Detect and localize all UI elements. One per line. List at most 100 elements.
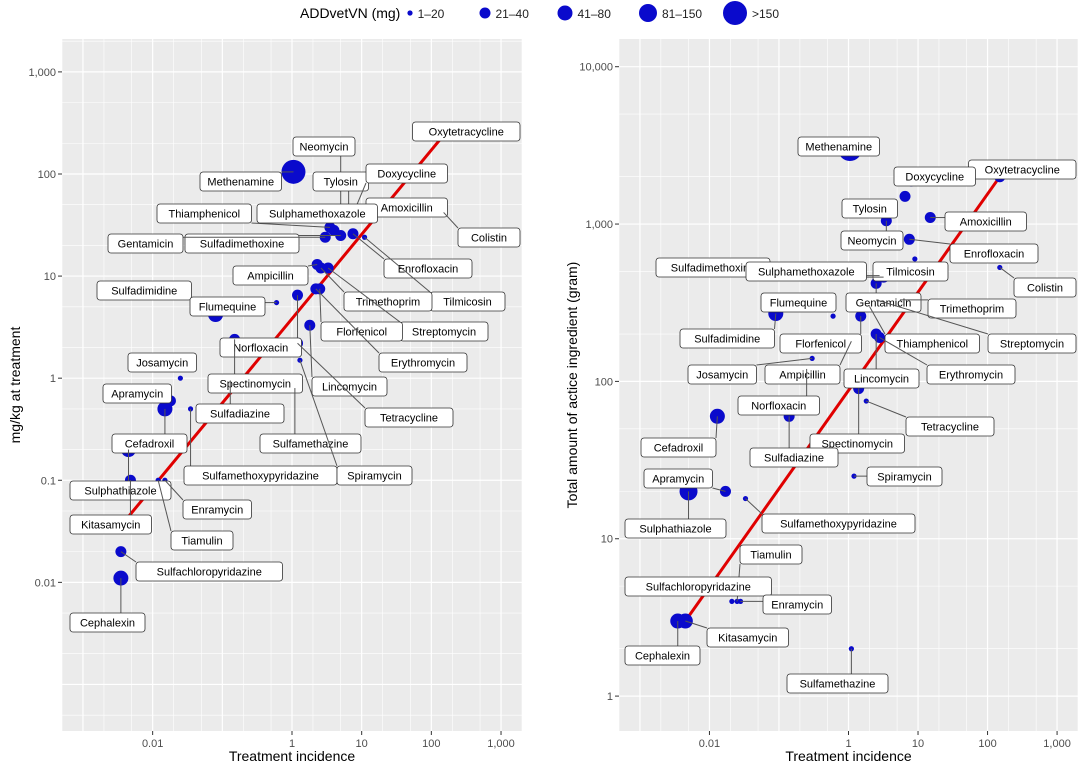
y-tick-label: 10 — [601, 534, 613, 546]
data-point — [900, 191, 911, 202]
y-tick-label: 1 — [50, 373, 56, 385]
x-tick-label: 10 — [912, 738, 924, 750]
point-label: Josamycin — [136, 358, 188, 370]
point-label: Sulphathiazole — [84, 486, 156, 498]
point-label: Trimethoprim — [356, 297, 420, 309]
point-label: Erythromycin — [939, 370, 1003, 382]
legend-key-1 — [407, 10, 412, 15]
legend-key-4 — [639, 4, 657, 22]
point-label: Enrofloxacin — [964, 249, 1025, 261]
point-label: Florfenicol — [795, 339, 846, 351]
point-label: Sulfamethazine — [800, 679, 876, 691]
point-label: Colistin — [471, 233, 507, 245]
y-axis-title: mg/kg at treatment — [7, 327, 23, 444]
point-label: Sulfamethazine — [273, 439, 349, 451]
point-label: Spiramycin — [877, 472, 931, 484]
point-label: Streptomycin — [412, 327, 476, 339]
point-label: Sulphamethoxazole — [758, 267, 855, 279]
point-label: Apramycin — [652, 474, 704, 486]
legend-label-4: 81–150 — [662, 7, 702, 21]
point-label: Ampicillin — [247, 271, 293, 283]
data-point — [178, 376, 183, 381]
y-tick-label: 1,000 — [585, 219, 613, 231]
point-label: Flumequine — [199, 302, 256, 314]
y-tick-label: 1 — [607, 691, 613, 703]
point-label: Tilmicosin — [443, 297, 492, 309]
point-label: Sulfamethoxypyridazine — [780, 519, 897, 531]
point-label: Sulfadimethoxine — [671, 263, 755, 275]
point-label: Doxycycline — [905, 172, 964, 184]
point-label: Sulphamethoxazole — [269, 209, 366, 221]
point-label: Apramycin — [111, 389, 163, 401]
y-tick-label: 100 — [595, 376, 613, 388]
point-label: Flumequine — [770, 298, 827, 310]
y-axis-title: Total amount of actice ingredient (gram) — [564, 262, 580, 509]
point-label: Ampicillin — [779, 370, 825, 382]
x-tick-label: 1,000 — [1043, 738, 1071, 750]
legend-label-3: 41–80 — [578, 7, 612, 21]
point-label: Sulfachloropyridazine — [646, 582, 751, 594]
x-tick-label: 1,000 — [487, 738, 515, 750]
point-label: Sulfadimidine — [111, 286, 177, 298]
x-tick-label: 10 — [356, 738, 368, 750]
point-label: Enramycin — [771, 600, 823, 612]
point-label: Sulfadimidine — [694, 334, 760, 346]
x-tick-label: 0.01 — [699, 738, 720, 750]
legend-label-5: >150 — [752, 7, 779, 21]
point-label: Cephalexin — [635, 651, 690, 663]
point-label: Tetracycline — [380, 413, 438, 425]
point-label: Neomycin — [300, 142, 349, 154]
data-point — [729, 599, 734, 604]
point-label: Tetracycline — [921, 422, 979, 434]
data-point — [830, 314, 835, 319]
point-label: Sulfadiazine — [210, 409, 270, 421]
legend-label-1: 1–20 — [418, 7, 445, 21]
y-tick-label: 10,000 — [579, 62, 613, 74]
y-tick-label: 100 — [38, 169, 56, 181]
point-label: Norfloxacin — [233, 343, 288, 355]
point-label: Streptomycin — [1000, 339, 1064, 351]
point-label: Neomycin — [848, 236, 897, 248]
legend-key-3 — [558, 6, 573, 21]
y-tick-label: 10 — [44, 271, 56, 283]
point-label: Josamycin — [696, 370, 748, 382]
point-label: Sulfadiazine — [764, 453, 824, 465]
point-label: Gentamicin — [118, 239, 174, 251]
x-axis-title: Treatment incidence — [229, 748, 356, 764]
legend-key-5 — [723, 1, 747, 25]
point-label: Cephalexin — [80, 618, 135, 630]
point-label: Sulfamethoxypyridazine — [202, 471, 319, 483]
point-label: Doxycycline — [377, 169, 436, 181]
point-label: Tylosin — [324, 177, 358, 189]
point-label: Sulphathiazole — [639, 524, 711, 536]
legend-key-2 — [480, 8, 491, 19]
point-label: Kitasamycin — [81, 520, 140, 532]
point-label: Lincomycin — [322, 382, 377, 394]
x-tick-label: 100 — [978, 738, 996, 750]
point-label: Erythromycin — [391, 358, 455, 370]
point-label: Lincomycin — [854, 374, 909, 386]
point-label: Tilmicosin — [886, 267, 935, 279]
legend-label-2: 21–40 — [496, 7, 530, 21]
point-label: Sulfachloropyridazine — [157, 567, 262, 579]
point-label: Thiamphenicol — [896, 339, 968, 351]
point-label: Amoxicillin — [960, 217, 1012, 229]
point-label: Cefadroxil — [654, 443, 704, 455]
y-tick-label: 0.1 — [41, 475, 56, 487]
x-axis-title: Treatment incidence — [785, 748, 912, 764]
point-label: Enrofloxacin — [398, 264, 459, 276]
point-label: Spiramycin — [347, 471, 401, 483]
legend-title: ADDvetVN (mg) — [300, 5, 400, 21]
point-label: Colistin — [1027, 283, 1063, 295]
y-tick-label: 1,000 — [28, 67, 56, 79]
point-label: Tiamulin — [181, 536, 222, 548]
x-tick-label: 0.01 — [142, 738, 163, 750]
point-label: Oxytetracycline — [985, 165, 1060, 177]
point-label: Thiamphenicol — [168, 209, 240, 221]
point-label: Tylosin — [853, 204, 887, 216]
data-point — [912, 256, 917, 261]
